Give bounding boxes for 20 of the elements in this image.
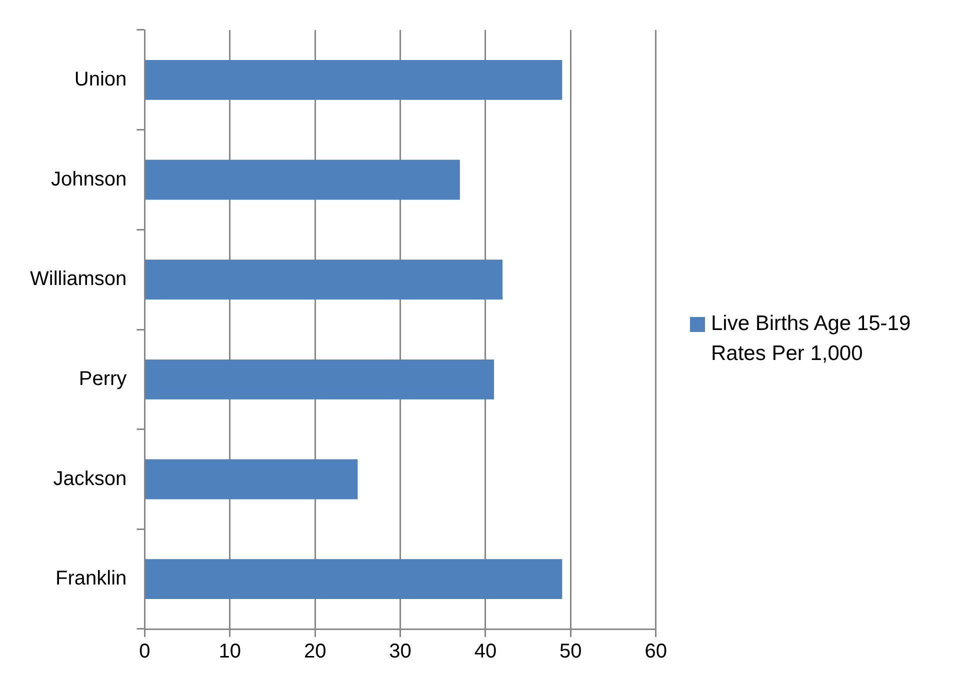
bar (145, 359, 494, 400)
y-tick-label: Williamson (30, 268, 127, 290)
x-tick-label: 0 (139, 640, 150, 663)
y-tick-label: Johnson (51, 168, 127, 190)
y-tick-label: Franklin (56, 568, 127, 590)
x-tick-label: 20 (304, 640, 326, 663)
bar (145, 559, 562, 600)
x-tick-label: 60 (644, 640, 667, 663)
bar (145, 160, 460, 200)
y-tick-label: Perry (78, 368, 127, 390)
x-tick-label: 50 (560, 640, 582, 663)
x-tick-label: 30 (389, 640, 412, 663)
bar (145, 459, 358, 500)
bar (145, 60, 562, 100)
y-tick-label: Jackson (53, 468, 127, 490)
x-tick-label: 40 (474, 640, 497, 663)
bar (145, 260, 503, 300)
y-tick-label: Union (74, 68, 127, 90)
x-tick-label: 10 (218, 640, 242, 663)
legend-label: Live Births Age 15-19 Rates Per 1,000 (711, 310, 912, 366)
